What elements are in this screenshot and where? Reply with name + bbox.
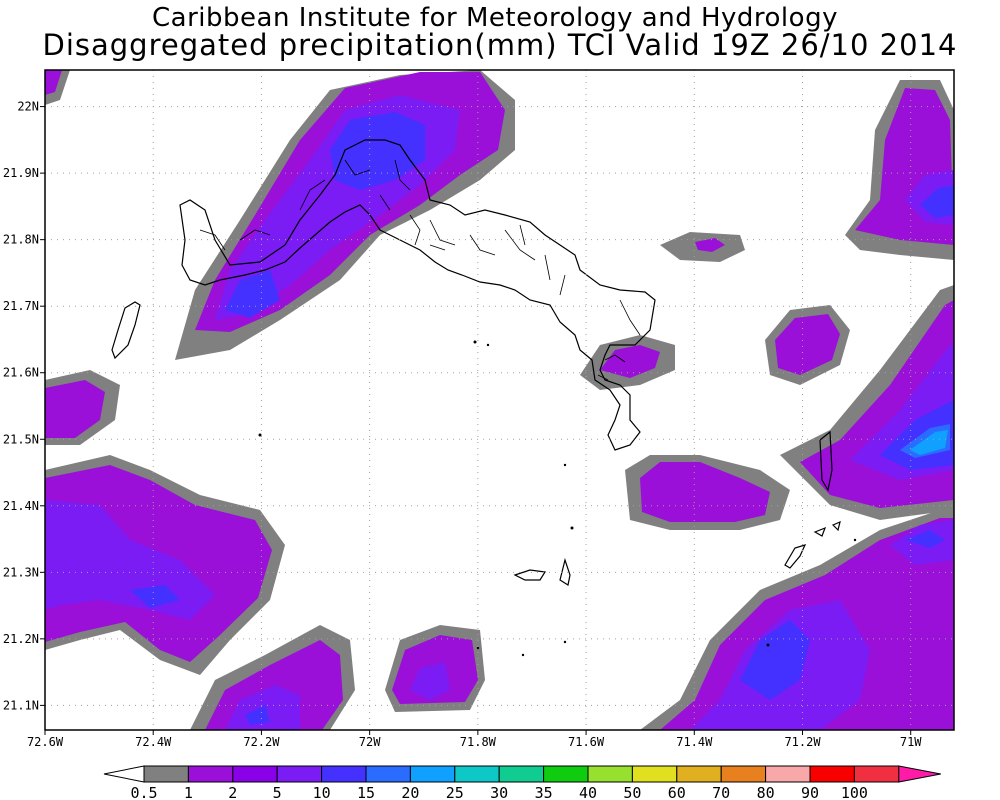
axis-ticks: 72.6W 72.4W 72.2W 72W 71.8W 71.6W 71.4W 71.2W 71… [3, 100, 922, 749]
x-tick-label: 71.2W [784, 735, 821, 749]
precip-indigo [45, 500, 215, 620]
x-tick-label: 71.6W [568, 735, 605, 749]
colorbar-low-arrow [103, 765, 145, 783]
precip-purple [45, 70, 62, 95]
colorbar-swatch [543, 765, 589, 783]
plot-area [45, 70, 954, 730]
island-se2 [813, 526, 827, 537]
precip-blue [330, 112, 425, 190]
precip-blue [225, 270, 280, 318]
precipitation-contours [45, 70, 954, 730]
precip-purple [600, 345, 660, 378]
x-tick-label: 71.8W [460, 735, 497, 749]
colorbar-label: 5 [273, 784, 282, 800]
colorbar-label: 40 [579, 784, 597, 800]
precip-blue [920, 185, 954, 218]
island-caicos [179, 139, 656, 451]
y-tick-label: 21.3N [3, 565, 39, 579]
plot-frame [44, 69, 955, 731]
y-tick-label: 21.2N [3, 632, 39, 646]
colorbar-swatch [321, 765, 367, 783]
precip-cyan [910, 430, 948, 455]
title-line-1: Caribbean Institute for Meteorology and … [152, 3, 838, 33]
y-tick-label: 22N [17, 100, 39, 114]
colorbar-swatch [143, 765, 189, 783]
colorbar-swatch [365, 765, 411, 783]
small-islets [258, 340, 857, 657]
precip-purple [775, 314, 840, 375]
colorbar-label: 15 [357, 784, 375, 800]
colorbar-swatch [809, 765, 855, 783]
title-line-2: Disaggregated precipitation(mm) TCI Vali… [42, 28, 958, 62]
precip-blue [130, 585, 180, 608]
colorbar-label: 100 [841, 784, 868, 800]
y-tick-label: 21.7N [3, 299, 39, 313]
coastline-detail [199, 159, 641, 381]
colorbar-swatch [720, 765, 767, 783]
colorbar-label: 35 [535, 784, 553, 800]
colorbar-label: 30 [490, 784, 508, 800]
colorbar-label: 2 [228, 784, 237, 800]
x-tick-label: 72.2W [243, 735, 280, 749]
precip-purple [45, 380, 105, 438]
y-tick-label: 21.5N [3, 432, 39, 446]
island-se3 [831, 520, 841, 532]
colorbar-label: 70 [712, 784, 730, 800]
island-east [819, 430, 833, 492]
y-tick-label: 21.4N [3, 499, 39, 513]
colorbar-swatch [454, 765, 500, 783]
colorbar-swatch [765, 765, 811, 783]
precip-blue [740, 620, 810, 700]
x-tick-label: 72W [359, 735, 381, 749]
y-tick-label: 21.8N [3, 233, 39, 247]
precip-indigo [410, 662, 450, 700]
colorbar-swatch [409, 765, 456, 783]
colorbar-high-arrow [898, 765, 941, 783]
precip-purple [640, 462, 770, 522]
x-tick-label: 72.4W [135, 735, 172, 749]
colorbar: 0.5 1 2 5 10 15 20 25 30 35 40 50 60 70 80 90 100 [103, 765, 941, 800]
gridlines [45, 70, 954, 730]
y-tick-label: 21.1N [3, 698, 39, 712]
colorbar-label: 25 [446, 784, 464, 800]
colorbar-label: 80 [757, 784, 775, 800]
colorbar-label: 20 [401, 784, 419, 800]
colorbar-swatch [587, 765, 633, 783]
y-tick-label: 21.9N [3, 166, 39, 180]
colorbar-swatch [498, 765, 545, 783]
colorbar-label: 50 [623, 784, 641, 800]
island-salt-cay [513, 569, 547, 581]
colorbar-swatch [853, 765, 900, 783]
colorbar-swatch [187, 765, 234, 783]
colorbar-swatch [676, 765, 722, 783]
x-tick-label: 72.6W [27, 735, 64, 749]
precip-purple [695, 238, 725, 252]
precip-blue [245, 705, 270, 725]
colorbar-label: 1 [184, 784, 193, 800]
colorbar-label: 0.5 [130, 784, 157, 800]
x-tick-label: 71W [900, 735, 922, 749]
island-grand-turk-small [559, 557, 571, 586]
colorbar-label: 90 [801, 784, 819, 800]
y-tick-label: 21.6N [3, 366, 39, 380]
island-west-caicos [111, 301, 141, 360]
colorbar-swatch [232, 765, 278, 783]
precip-blue [905, 530, 945, 548]
colorbar-swatch [276, 765, 323, 783]
colorbar-swatch [631, 765, 678, 783]
colorbar-label: 60 [668, 784, 686, 800]
x-tick-label: 71.4W [676, 735, 713, 749]
colorbar-label: 10 [313, 784, 331, 800]
